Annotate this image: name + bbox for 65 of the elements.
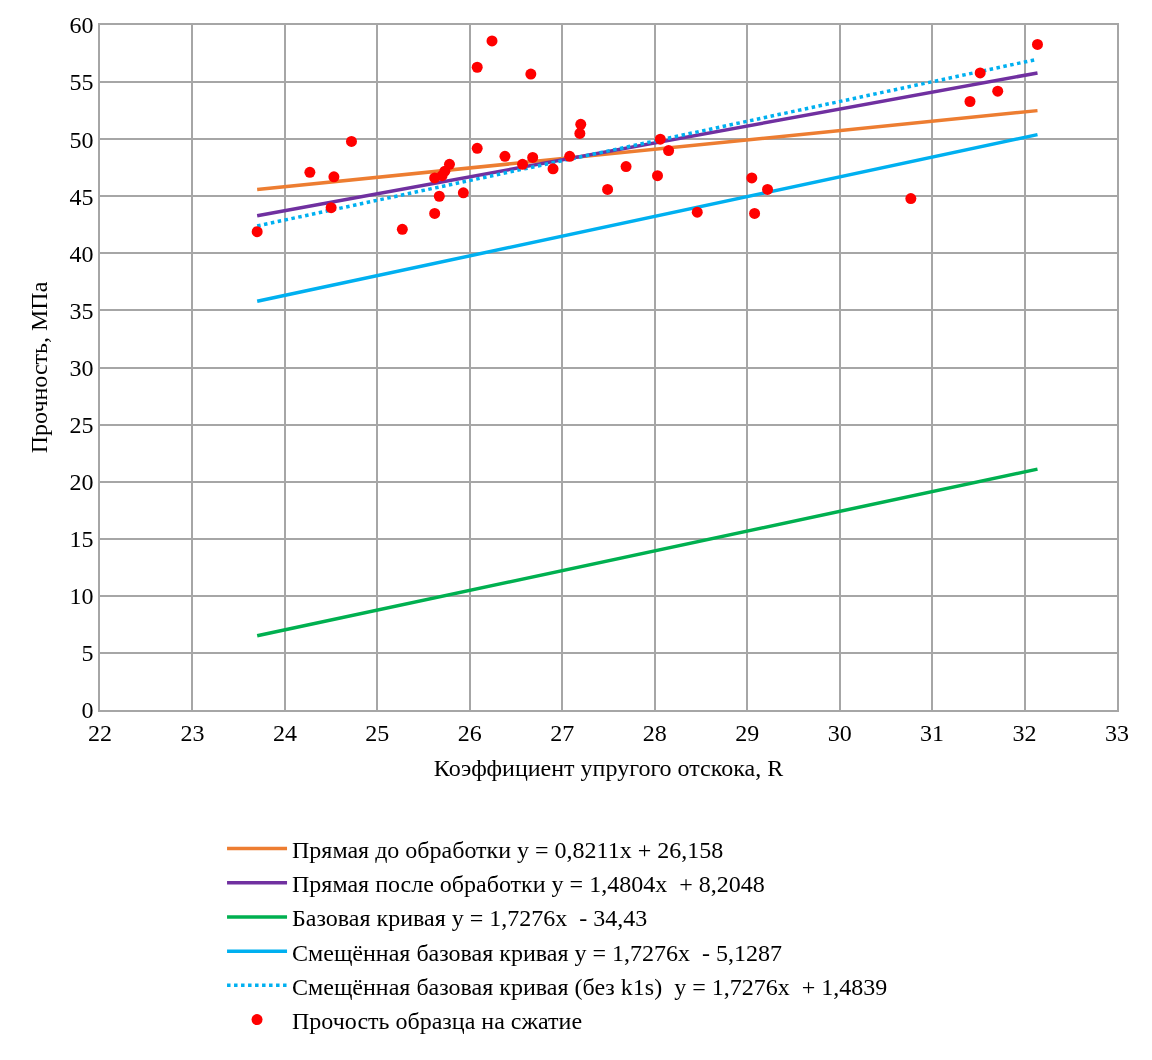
point bbox=[328, 171, 340, 183]
legend-label: Смещённая базовая кривая y = 1,7276x - 5,1287 bbox=[292, 939, 783, 966]
point bbox=[471, 61, 483, 73]
point bbox=[575, 118, 587, 130]
x-tick-label: 27 bbox=[550, 719, 575, 746]
point bbox=[1031, 38, 1043, 50]
x-tick-label: 32 bbox=[1012, 719, 1037, 746]
x-tick-label: 28 bbox=[642, 719, 667, 746]
point bbox=[691, 206, 703, 218]
point bbox=[992, 85, 1004, 97]
y-tick-label: 50 bbox=[69, 126, 94, 153]
y-tick-label: 10 bbox=[69, 583, 94, 610]
point bbox=[652, 170, 663, 182]
point bbox=[325, 202, 337, 214]
legend-label: Прочость образца на сжатие bbox=[292, 1007, 583, 1034]
point bbox=[429, 207, 441, 219]
y-tick-label: 30 bbox=[69, 354, 94, 381]
point bbox=[345, 135, 357, 147]
point bbox=[964, 95, 976, 107]
point bbox=[564, 150, 576, 162]
point bbox=[433, 190, 445, 202]
y-tick-label: 35 bbox=[69, 297, 94, 324]
point bbox=[620, 161, 632, 173]
x-tick-label: 26 bbox=[457, 719, 482, 746]
point bbox=[654, 133, 666, 145]
y-tick-label: 45 bbox=[69, 183, 94, 210]
point bbox=[517, 158, 529, 170]
x-tick-label: 25 bbox=[365, 719, 390, 746]
x-tick-label: 29 bbox=[735, 719, 760, 746]
x-tick-label: 24 bbox=[272, 719, 297, 746]
point bbox=[304, 166, 316, 178]
point bbox=[525, 68, 537, 80]
y-tick-label: 20 bbox=[69, 469, 94, 496]
legend-label: Прямая после обработки y = 1,4804x + 8,2048 bbox=[292, 871, 765, 898]
point bbox=[905, 193, 917, 205]
point bbox=[602, 183, 614, 195]
point bbox=[749, 207, 761, 219]
point bbox=[527, 151, 539, 163]
legend-label: Базовая кривая y = 1,7276x - 34,43 bbox=[292, 905, 648, 932]
point bbox=[663, 145, 675, 157]
y-tick-label: 55 bbox=[69, 69, 94, 96]
y-tick-label: 60 bbox=[69, 12, 94, 39]
point bbox=[251, 226, 263, 238]
y-tick-label: 40 bbox=[69, 240, 94, 267]
y-tick-label: 25 bbox=[69, 411, 94, 438]
x-tick-label: 23 bbox=[180, 719, 205, 746]
point bbox=[396, 223, 408, 235]
point bbox=[486, 35, 498, 47]
y-axis-title: Прочность, МПа bbox=[26, 281, 53, 454]
point bbox=[499, 150, 511, 162]
point bbox=[457, 187, 469, 199]
point bbox=[974, 67, 986, 79]
point bbox=[762, 183, 774, 195]
point bbox=[746, 172, 758, 184]
point bbox=[471, 142, 483, 154]
x-tick-label: 33 bbox=[1105, 719, 1129, 746]
y-tick-label: 15 bbox=[69, 526, 94, 553]
x-tick-label: 30 bbox=[827, 719, 852, 746]
x-tick-label: 31 bbox=[920, 719, 945, 746]
legend-label: Смещённая базовая кривая (без k1s) y = 1,7276x + 1,4839 bbox=[292, 973, 888, 1000]
x-axis-title: Коэффициент упругого отскока, R bbox=[433, 755, 784, 782]
point bbox=[547, 163, 559, 175]
legend-label: Прямая до обработки y = 0,8211x + 26,158 bbox=[292, 836, 724, 863]
point bbox=[443, 158, 455, 170]
y-tick-label: 5 bbox=[81, 640, 94, 667]
